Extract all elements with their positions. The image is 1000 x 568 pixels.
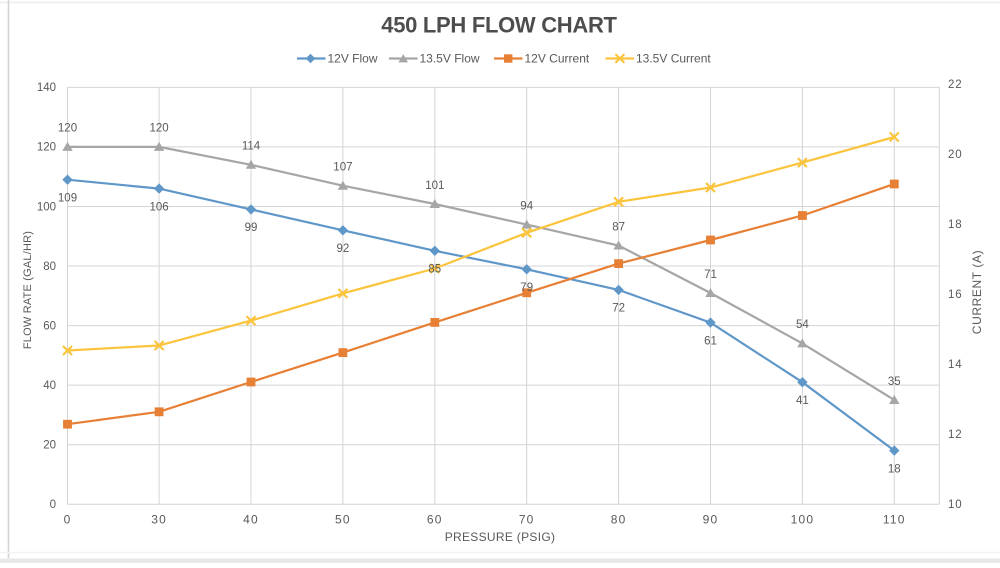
svg-text:20: 20 — [948, 149, 962, 161]
svg-text:14: 14 — [948, 359, 962, 371]
svg-text:61: 61 — [704, 335, 717, 347]
svg-text:60: 60 — [427, 513, 443, 527]
svg-text:41: 41 — [796, 395, 809, 407]
svg-text:120: 120 — [58, 123, 77, 135]
svg-text:20: 20 — [43, 440, 56, 452]
svg-text:79: 79 — [520, 282, 533, 294]
svg-text:40: 40 — [43, 380, 56, 392]
svg-text:CURRENT (A): CURRENT (A) — [970, 250, 984, 334]
svg-text:94: 94 — [520, 200, 533, 212]
svg-text:18: 18 — [948, 219, 962, 231]
svg-text:72: 72 — [612, 303, 625, 315]
svg-text:101: 101 — [425, 180, 444, 192]
svg-text:12V Current: 12V Current — [525, 52, 590, 66]
svg-text:35: 35 — [888, 376, 901, 388]
svg-text:0: 0 — [50, 499, 56, 511]
svg-text:90: 90 — [703, 513, 719, 527]
svg-text:107: 107 — [333, 162, 352, 174]
svg-text:85: 85 — [428, 264, 441, 276]
svg-text:40: 40 — [243, 513, 259, 527]
svg-text:80: 80 — [43, 261, 56, 273]
svg-text:110: 110 — [883, 513, 906, 527]
svg-text:16: 16 — [948, 289, 962, 301]
svg-text:100: 100 — [37, 201, 56, 213]
svg-text:18: 18 — [888, 463, 901, 475]
svg-text:109: 109 — [58, 193, 77, 205]
svg-text:FLOW RATE (GAL/HR): FLOW RATE (GAL/HR) — [22, 231, 34, 349]
svg-text:22: 22 — [948, 79, 962, 91]
svg-text:PRESSURE (PSIG): PRESSURE (PSIG) — [445, 530, 556, 544]
svg-text:71: 71 — [704, 269, 717, 281]
svg-text:50: 50 — [335, 513, 351, 527]
svg-text:99: 99 — [245, 222, 258, 234]
svg-text:70: 70 — [519, 513, 535, 527]
svg-text:120: 120 — [150, 123, 169, 135]
svg-text:450 LPH FLOW CHART: 450 LPH FLOW CHART — [381, 13, 617, 38]
svg-text:87: 87 — [612, 221, 625, 233]
svg-text:12V Flow: 12V Flow — [328, 52, 378, 66]
svg-text:140: 140 — [37, 82, 56, 94]
svg-text:54: 54 — [796, 319, 809, 331]
svg-text:0: 0 — [64, 513, 72, 527]
svg-text:100: 100 — [791, 513, 815, 527]
svg-text:120: 120 — [37, 142, 56, 154]
svg-text:12: 12 — [948, 429, 962, 441]
svg-text:13.5V Current: 13.5V Current — [636, 52, 711, 66]
svg-text:92: 92 — [337, 243, 350, 255]
svg-text:13.5V Flow: 13.5V Flow — [420, 52, 480, 66]
svg-text:106: 106 — [150, 201, 169, 213]
svg-text:80: 80 — [611, 513, 627, 527]
svg-text:10: 10 — [948, 499, 962, 511]
svg-text:60: 60 — [43, 320, 56, 332]
svg-text:114: 114 — [242, 141, 261, 153]
svg-text:30: 30 — [151, 513, 167, 527]
